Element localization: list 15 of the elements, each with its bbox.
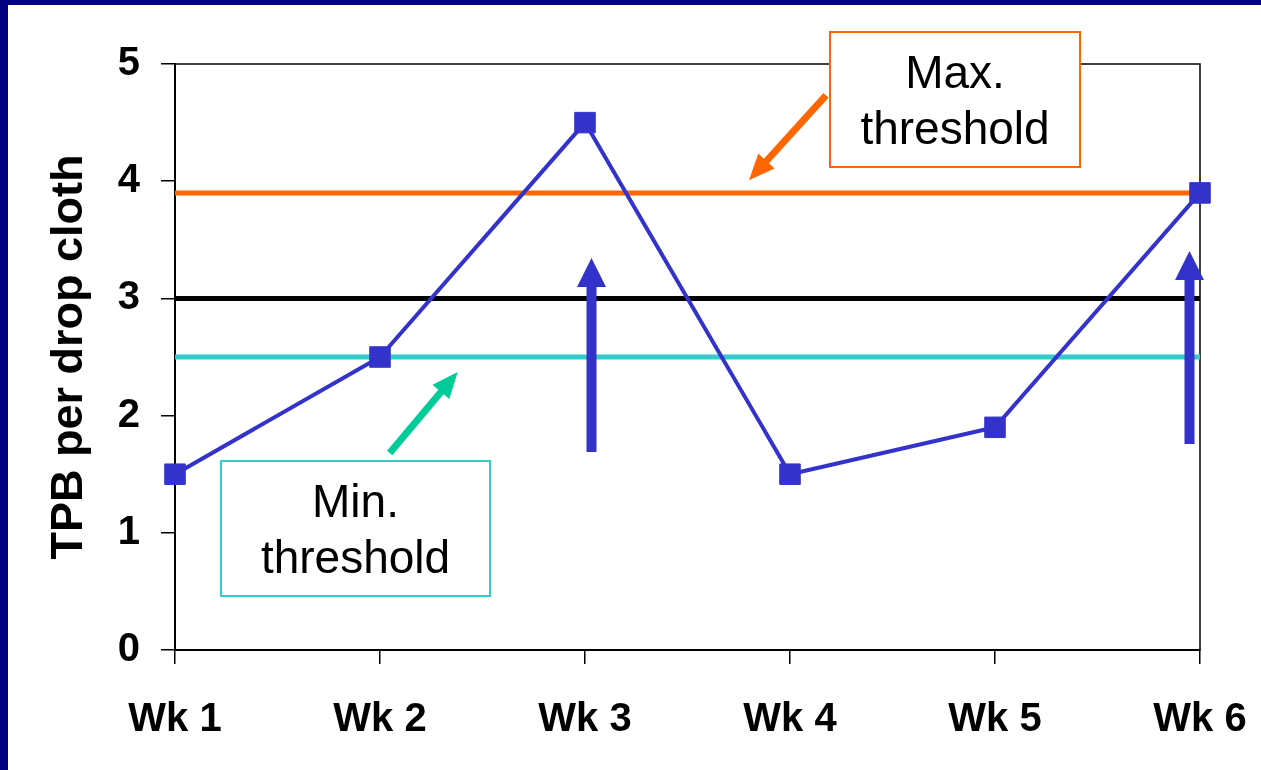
y-tick-label: 3	[117, 273, 140, 318]
y-tick-label: 5	[117, 39, 140, 84]
ref-line-label: Max. threshold	[860, 44, 1050, 156]
y-tick-label: 2	[117, 390, 140, 435]
y-tick-label: 4	[117, 156, 141, 201]
x-tick-label: Wk 6	[1153, 695, 1247, 740]
y-axis-title: TPB per drop cloth	[41, 154, 93, 560]
x-tick-label: Wk 1	[128, 695, 222, 740]
x-tick-label: Wk 4	[743, 695, 838, 740]
y-tick-label: 0	[117, 625, 140, 670]
x-tick-label: Wk 2	[333, 695, 427, 740]
x-tick-label: Wk 5	[948, 695, 1042, 740]
y-tick-label: 1	[117, 507, 140, 552]
ref-line-label: Min. threshold	[260, 473, 451, 585]
x-tick-label: Wk 3	[538, 695, 632, 740]
